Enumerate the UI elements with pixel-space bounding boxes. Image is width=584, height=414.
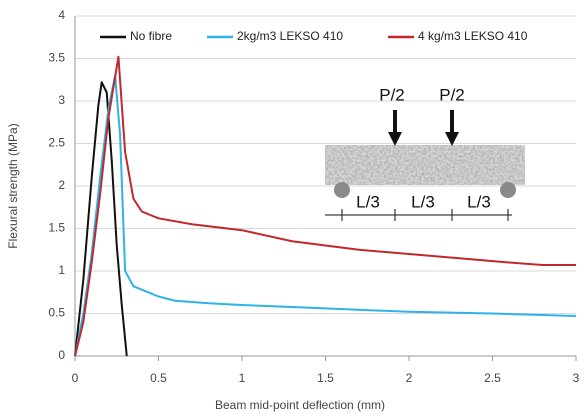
legend-label: 2kg/m3 LEKSO 410: [237, 29, 343, 43]
load-arrows: [393, 110, 454, 134]
x-tick-label: 2.5: [484, 371, 501, 385]
load-label: P/2: [439, 85, 465, 104]
support: [500, 182, 516, 198]
y-tick-label: 3: [58, 93, 65, 107]
series-line: [74, 81, 128, 357]
span-label: L/3: [411, 192, 435, 211]
dimension-line: [325, 209, 512, 221]
series-line: [74, 74, 577, 357]
y-tick-label: 2: [58, 178, 65, 192]
y-axis-title: Flexural strength (MPa): [6, 123, 20, 248]
x-tick-label: 1.5: [317, 371, 334, 385]
x-tick-label: 1: [239, 371, 246, 385]
load-label: P/2: [379, 85, 405, 104]
span-label: L/3: [467, 192, 491, 211]
x-tick-label: 2: [406, 371, 413, 385]
y-tick-label: 0: [58, 348, 65, 362]
support: [334, 182, 350, 198]
x-tick-label: 3: [573, 371, 580, 385]
y-tick-label: 4: [58, 8, 65, 22]
arrow-head: [445, 132, 459, 146]
legend-label: No fibre: [130, 29, 172, 43]
x-axis-title: Beam mid-point deflection (mm): [215, 398, 385, 412]
beam-diagram: P/2 P/2 L/3 L/3 L/3: [325, 85, 525, 221]
y-tick-label: 1: [58, 263, 65, 277]
y-tick-label: 1.5: [48, 221, 65, 235]
y-tick-label: 3.5: [48, 51, 65, 65]
span-label: L/3: [356, 192, 380, 211]
series-line: [74, 55, 576, 357]
beam-texture: [325, 145, 525, 185]
arrow-head: [388, 132, 402, 146]
y-tick-label: 2.5: [48, 136, 65, 150]
y-tick-label: 0.5: [48, 306, 65, 320]
x-tick-label: 0: [72, 371, 79, 385]
legend-label: 4 kg/m3 LEKSO 410: [418, 29, 528, 43]
x-tick-label: 0.5: [150, 371, 167, 385]
